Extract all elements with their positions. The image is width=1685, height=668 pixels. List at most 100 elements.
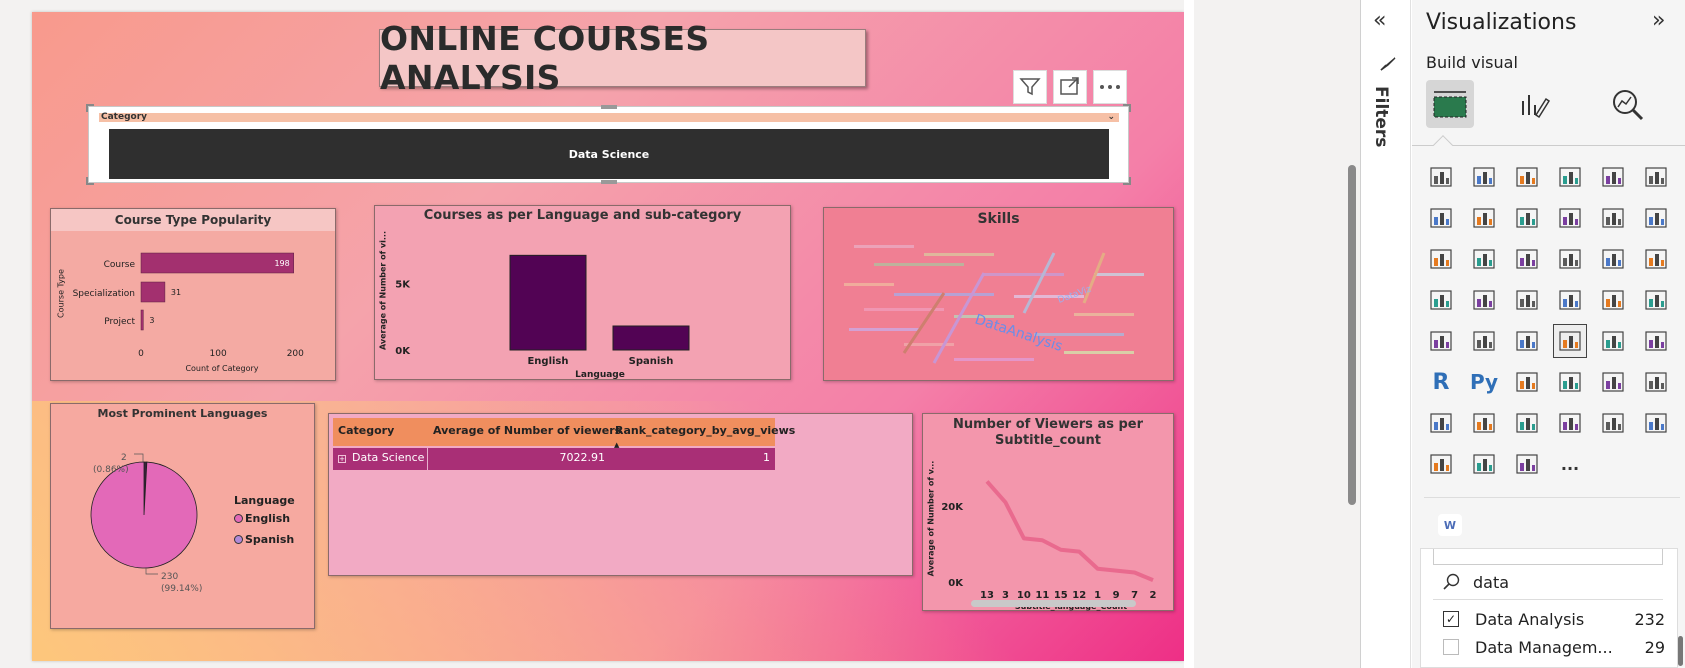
filter-visual-icon[interactable] xyxy=(1639,406,1673,440)
filter-list-item[interactable]: Data Managem... 29 xyxy=(1443,633,1673,661)
build-visual-tab[interactable] xyxy=(1426,80,1474,128)
table-row[interactable]: + Data Science 7022.91 1 xyxy=(333,448,775,470)
bar[interactable] xyxy=(140,281,166,303)
slicer-header[interactable]: Category ⌄ xyxy=(99,113,1119,122)
100-area-icon[interactable] xyxy=(1553,201,1587,235)
series-line[interactable] xyxy=(985,480,1154,582)
ribbon-chart-icon[interactable] xyxy=(1424,242,1458,276)
globe-map-icon[interactable] xyxy=(1467,283,1501,317)
pane-scrollbar[interactable] xyxy=(1678,636,1683,666)
r-visual-icon[interactable]: R xyxy=(1432,369,1450,395)
subtitle-count-chart[interactable]: Number of Viewers as per Subtitle_count … xyxy=(922,413,1174,611)
category-slicer[interactable]: Category ⌄ Data Science xyxy=(86,104,1131,185)
slicer-selected-value[interactable]: Data Science xyxy=(109,129,1109,179)
100-bar-icon[interactable] xyxy=(1596,160,1630,194)
shape-map-icon[interactable] xyxy=(1553,283,1587,317)
checkbox-checked-icon[interactable]: ✓ xyxy=(1443,611,1459,627)
paginated-report-icon[interactable] xyxy=(1639,365,1673,399)
resize-handle[interactable] xyxy=(1123,104,1131,112)
treemap-icon[interactable] xyxy=(1424,283,1458,317)
filter-dropdown-edge[interactable] xyxy=(1433,549,1663,565)
pie-chart-icon[interactable] xyxy=(1596,242,1630,276)
more-options-button[interactable] xyxy=(1093,70,1127,104)
category-table[interactable]: Category Average of Number of viewers Rank… xyxy=(328,413,913,576)
skills-wordcloud[interactable]: Skills DataAnalysis DataViz xyxy=(823,207,1174,381)
canvas-vertical-scrollbar[interactable] xyxy=(1348,165,1356,505)
focus-mode-button[interactable] xyxy=(1053,70,1087,104)
slicer-icon[interactable] xyxy=(1553,324,1587,358)
100-column-icon[interactable] xyxy=(1639,160,1673,194)
more-visuals-icon[interactable]: ... xyxy=(1553,447,1587,481)
smart-narrative-icon[interactable] xyxy=(1596,406,1630,440)
area-chart-icon[interactable] xyxy=(1467,201,1501,235)
custom-visual-c-icon[interactable] xyxy=(1510,447,1544,481)
gauge-icon[interactable] xyxy=(1639,283,1673,317)
key-influencers-icon[interactable] xyxy=(1510,365,1544,399)
stacked-column-icon[interactable] xyxy=(1467,160,1501,194)
filter-icon-button[interactable] xyxy=(1013,70,1047,104)
report-page-icon[interactable] xyxy=(1467,406,1501,440)
format-visual-tab[interactable] xyxy=(1512,82,1558,128)
donut-chart-icon[interactable] xyxy=(1639,242,1673,276)
bar[interactable] xyxy=(140,309,144,331)
table-header-cell[interactable]: Category xyxy=(338,424,395,437)
resize-handle[interactable] xyxy=(601,180,617,184)
filled-map-icon[interactable] xyxy=(1510,283,1544,317)
course-type-chart[interactable]: Course Type Popularity Course Type Cours… xyxy=(50,208,336,381)
custom-visual-w-icon[interactable]: W xyxy=(1438,514,1462,536)
prominent-languages-chart[interactable]: Most Prominent Languages 2 (0.86%) 230 (… xyxy=(50,403,315,629)
power-automate-icon[interactable] xyxy=(1553,406,1587,440)
double-chevron-right-icon[interactable]: » xyxy=(1652,8,1666,33)
language-subcategory-chart[interactable]: Courses as per Language and sub-category… xyxy=(374,205,791,380)
qna-icon[interactable] xyxy=(1596,365,1630,399)
metrics-icon[interactable] xyxy=(1424,406,1458,440)
sort-ascending-icon[interactable]: ▲ xyxy=(614,441,620,449)
line-column-icon[interactable] xyxy=(1596,201,1630,235)
filter-list-item[interactable]: ✓ Data Analysis 232 xyxy=(1443,605,1673,633)
waterfall-icon[interactable] xyxy=(1467,242,1501,276)
resize-handle[interactable] xyxy=(601,105,617,109)
resize-handle[interactable] xyxy=(86,177,94,185)
table-header-cell[interactable]: Average of Number of viewers xyxy=(433,424,622,437)
line-chart-icon[interactable] xyxy=(1424,201,1458,235)
stacked-area-icon[interactable] xyxy=(1510,201,1544,235)
card-icon[interactable] xyxy=(1424,324,1458,358)
bar[interactable] xyxy=(140,252,294,274)
resize-handle[interactable] xyxy=(1123,177,1131,185)
clustered-column-icon[interactable] xyxy=(1553,160,1587,194)
horizontal-scrollbar[interactable] xyxy=(971,600,1136,607)
power-apps-icon[interactable] xyxy=(1510,406,1544,440)
x-tick-label: English xyxy=(527,356,568,367)
multirow-card-icon[interactable] xyxy=(1467,324,1501,358)
pie-slice[interactable] xyxy=(90,461,198,569)
clustered-bar-icon[interactable] xyxy=(1510,160,1544,194)
resize-handle[interactable] xyxy=(86,104,94,112)
funnel-chart-icon[interactable] xyxy=(1510,242,1544,276)
filter-search-input[interactable]: data xyxy=(1473,573,1510,592)
stacked-bar-icon[interactable] xyxy=(1424,160,1458,194)
line-clustered-icon[interactable] xyxy=(1639,201,1673,235)
double-chevron-left-icon[interactable]: « xyxy=(1373,8,1387,33)
bar[interactable] xyxy=(612,325,690,351)
kpi-icon[interactable] xyxy=(1510,324,1544,358)
custom-visual-a-icon[interactable] xyxy=(1424,447,1458,481)
legend-item[interactable]: Spanish xyxy=(234,533,294,546)
x-tick-label: 9 xyxy=(1113,590,1120,601)
custom-visual-b-icon[interactable] xyxy=(1467,447,1501,481)
checkbox-unchecked-icon[interactable] xyxy=(1443,639,1459,655)
azure-map-icon[interactable] xyxy=(1596,283,1630,317)
decomposition-tree-icon[interactable] xyxy=(1553,365,1587,399)
bar[interactable] xyxy=(509,254,587,351)
scatter-icon[interactable] xyxy=(1553,242,1587,276)
matrix-icon[interactable] xyxy=(1639,324,1673,358)
chevron-down-icon[interactable]: ⌄ xyxy=(1107,112,1115,122)
legend-item[interactable]: English xyxy=(234,512,294,525)
python-visual-icon[interactable]: Py xyxy=(1469,370,1499,394)
filters-pane-collapsed[interactable]: « Filters xyxy=(1361,0,1411,668)
expand-icon[interactable]: + xyxy=(338,455,346,463)
analytics-tab[interactable] xyxy=(1605,82,1651,128)
table-icon[interactable] xyxy=(1596,324,1630,358)
slice-label-spanish-count: 2 xyxy=(121,453,127,463)
table-header-cell[interactable]: Rank_category_by_avg_views ▲ xyxy=(614,424,796,449)
filters-label[interactable]: Filters xyxy=(1371,86,1391,148)
